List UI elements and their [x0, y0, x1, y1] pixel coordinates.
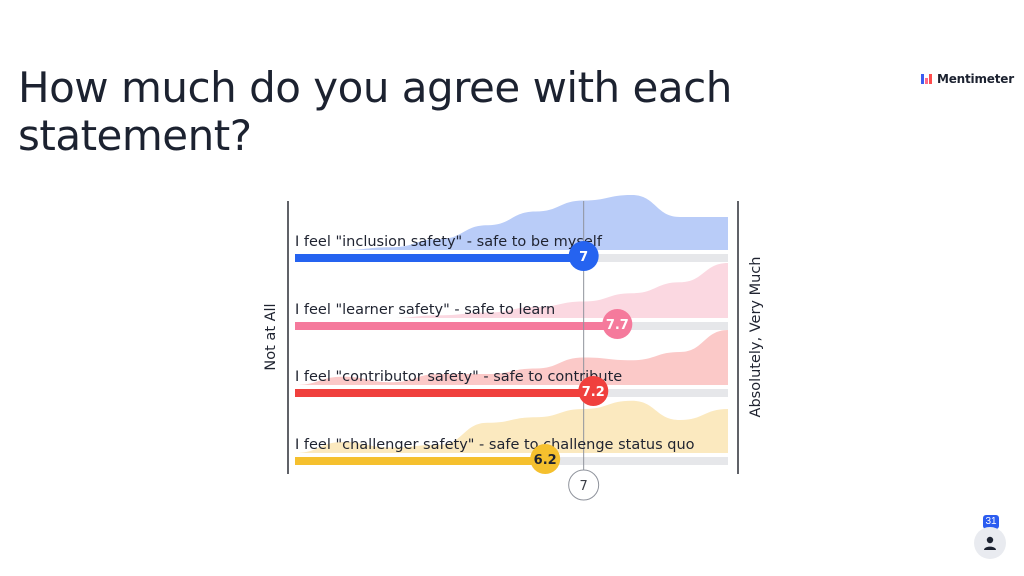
- statement-value-bar: [295, 254, 584, 262]
- brand-name: Mentimeter: [937, 72, 1014, 86]
- statement-label-layer: I feel "inclusion safety" - safe to be m…: [295, 234, 695, 453]
- value-bubble: 6.2: [530, 444, 561, 474]
- person-icon: [984, 536, 996, 550]
- distribution-area: [295, 330, 728, 385]
- distribution-layer: [295, 195, 728, 453]
- value-bubble-label: 6.2: [534, 453, 557, 468]
- mentimeter-logo-icon: [921, 73, 933, 85]
- value-bubble-label: 7.7: [606, 318, 629, 333]
- statement-label: I feel "inclusion safety" - safe to be m…: [295, 234, 603, 250]
- statement-label: I feel "challenger safety" - safe to cha…: [295, 437, 695, 453]
- track-layer: [295, 254, 728, 465]
- slide-title: How much do you agree with each statemen…: [18, 63, 732, 160]
- value-bubble-label: 7: [579, 250, 588, 265]
- value-bubble: 7.7: [602, 309, 633, 339]
- average-marker-label: 7: [580, 479, 588, 494]
- distribution-area: [295, 263, 728, 318]
- min-axis-label: Not at All: [263, 303, 279, 370]
- distribution-area: [295, 400, 728, 453]
- statement-label: I feel "learner safety" - safe to learn: [295, 302, 555, 318]
- participants-widget[interactable]: 31: [974, 515, 1008, 559]
- value-bubble: 7: [568, 241, 599, 271]
- statement-value-bar: [295, 389, 594, 397]
- participants-button[interactable]: [974, 527, 1006, 559]
- distribution-area: [295, 195, 728, 250]
- value-bubble-layer: 7 7.7 7.2 6.2: [530, 241, 633, 474]
- value-bubble: 7.2: [578, 376, 609, 406]
- value-bubble-label: 7.2: [582, 385, 605, 400]
- statement-value-bar: [295, 322, 618, 330]
- max-axis-label: Absolutely, Very Much: [748, 257, 764, 418]
- mentimeter-logo: Mentimeter: [921, 70, 1014, 88]
- statement-label: I feel "contributor safety" - safe to co…: [295, 369, 622, 385]
- statement-value-bar: [295, 457, 546, 465]
- average-marker: 7: [568, 469, 600, 501]
- participant-count-badge: 31: [983, 515, 999, 529]
